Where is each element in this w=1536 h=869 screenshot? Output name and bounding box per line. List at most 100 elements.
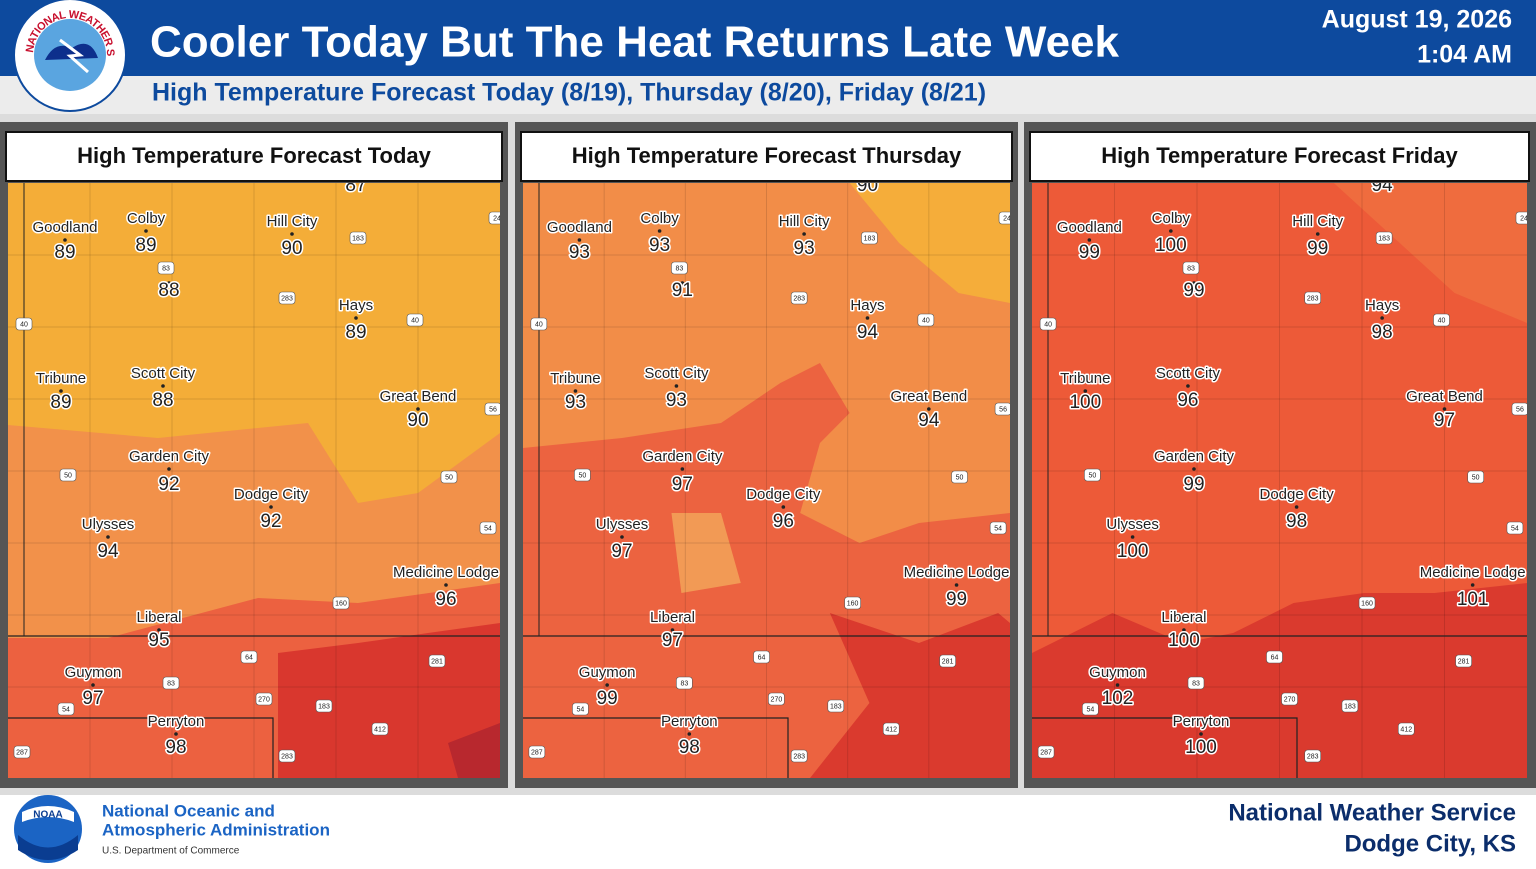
temperature: 99 [1183, 280, 1204, 301]
temperature: 89 [54, 242, 75, 263]
highway-shield [278, 291, 296, 305]
city-dot [680, 281, 685, 285]
city-name: Guymon [65, 664, 122, 681]
highway-shield [1341, 699, 1359, 713]
highway-shield [1039, 317, 1057, 331]
location: Dodge City, KS [1344, 830, 1516, 857]
city-dot [1442, 407, 1447, 411]
city-name: Hill City [267, 213, 318, 230]
temperature: 92 [260, 511, 281, 532]
panel: 24 183 83 283 40 40 56 50 50 54 160 64 281 83 270 183 54… [515, 122, 1018, 788]
highway-label: 283 [793, 753, 805, 760]
panel-title-box [1029, 131, 1530, 182]
city-name: Liberal [136, 609, 181, 626]
highway-shield [1187, 676, 1205, 690]
city-name: Hays [850, 297, 884, 314]
city-name: Great Bend [380, 388, 457, 405]
highway-shield [1304, 291, 1322, 305]
city-name: Hill City [1292, 213, 1343, 230]
highway-shield [59, 468, 77, 482]
temperature: 97 [672, 474, 693, 495]
city-name: Hays [1365, 297, 1399, 314]
temperature: 99 [1307, 238, 1328, 259]
temperature: 90 [281, 238, 302, 259]
temperature: 96 [773, 511, 794, 532]
highway-label: 270 [771, 696, 783, 703]
city-dot [1130, 535, 1135, 539]
highway-shield [1082, 702, 1099, 716]
highway-label: 50 [578, 472, 586, 479]
city-name: Liberal [650, 609, 695, 626]
city-name: Guymon [579, 664, 636, 681]
highway-shield [951, 470, 968, 484]
highway-shield [479, 521, 497, 535]
temperature: 94 [1372, 175, 1394, 196]
highway-label: 24 [1520, 215, 1528, 222]
highway-label: 83 [1192, 680, 1200, 687]
noaa-logo: NOAA [14, 795, 82, 863]
city-dot [91, 683, 95, 687]
highway-shield [278, 749, 296, 763]
temperature: 95 [148, 630, 169, 651]
highway-shield [530, 317, 548, 331]
city-name: Liberal [1161, 609, 1206, 626]
footer-band [0, 795, 1536, 864]
highway-label: 64 [758, 654, 766, 661]
temperature: 89 [135, 235, 156, 256]
temperature: 97 [1434, 410, 1455, 431]
temperature-zone [1333, 183, 1527, 323]
city-dot [1315, 232, 1320, 236]
highway-shield [676, 676, 693, 690]
city-name: Ulysses [1106, 516, 1159, 533]
city-dot [605, 683, 609, 687]
highway-shield [917, 313, 935, 327]
time: 1:04 AM [1417, 41, 1512, 69]
city-name: Colby [1152, 210, 1191, 227]
highway-shield [998, 211, 1010, 225]
city-dot [157, 628, 161, 632]
panel-title-box [520, 131, 1013, 182]
highway-label: 160 [1361, 600, 1373, 607]
city-dot [620, 535, 624, 539]
temperature: 99 [1079, 242, 1100, 263]
highway-label: 50 [64, 472, 72, 479]
city-dot [174, 732, 178, 736]
city-name: Tribune [1060, 370, 1110, 387]
temperature: 100 [1069, 392, 1101, 413]
city-dot [680, 467, 685, 471]
city-name: Medicine Lodge [1420, 564, 1526, 581]
highway-shield [428, 654, 446, 668]
highway-label: 56 [999, 406, 1007, 413]
highway-shield [1037, 745, 1055, 759]
city-dot [781, 505, 786, 509]
temperature: 90 [857, 175, 878, 196]
temperature: 99 [946, 589, 967, 610]
temperature: 100 [1185, 737, 1217, 758]
highway-shield [528, 745, 546, 759]
map: 24 183 83 283 40 40 56 50 50 54 160 64 281 83 270 183 54… [523, 175, 1010, 778]
highway-label: 283 [281, 295, 293, 302]
temperature: 100 [1117, 541, 1149, 562]
city-name: Garden City [129, 448, 210, 465]
agency: Atmospheric Administration [102, 820, 330, 839]
highway-label: 54 [1511, 525, 1519, 532]
city-name: Goodland [1057, 219, 1122, 236]
highway-label: 40 [1044, 321, 1052, 328]
temperature: 93 [666, 390, 687, 411]
highway-shield [753, 650, 770, 664]
highway-shield [484, 402, 500, 416]
highway-shield [157, 261, 175, 275]
highway-label: 50 [445, 474, 453, 481]
temperature: 99 [1183, 474, 1204, 495]
highway-label: 54 [62, 706, 70, 713]
highway-shield [827, 699, 845, 713]
highway-shield [671, 261, 688, 275]
temperature: 87 [345, 175, 366, 196]
highway-shield [406, 313, 424, 327]
city-dot [59, 389, 63, 393]
agency: National Oceanic and [102, 801, 275, 820]
city-name: Tribune [36, 370, 86, 387]
city-dot [63, 238, 67, 242]
highway-label: 40 [535, 321, 543, 328]
highway-label: 24 [493, 215, 501, 222]
